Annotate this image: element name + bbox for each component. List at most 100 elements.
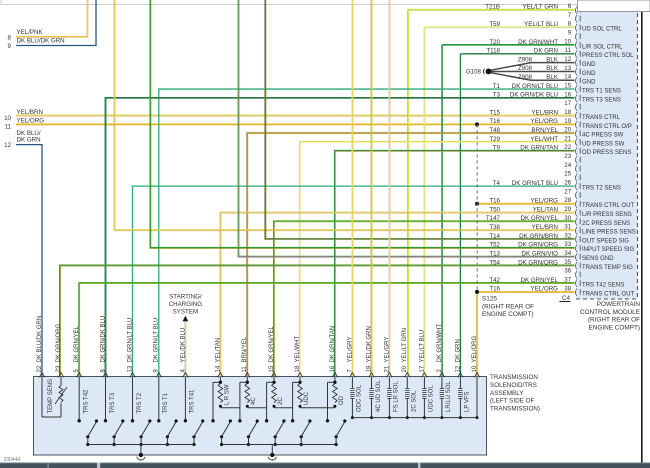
svg-text:TRS T41: TRS T41 [190,389,196,414]
svg-text:22: 22 [564,144,571,151]
svg-text:T118: T118 [486,48,500,55]
svg-text:30: 30 [564,215,571,222]
svg-text:34: 34 [564,250,571,257]
svg-text:OUT SPEED SIG: OUT SPEED SIG [582,238,629,244]
svg-text:4C UD SOL: 4C UD SOL [376,380,382,412]
svg-text:(: ( [575,120,578,129]
svg-text:DK GRN/ORG: DK GRN/ORG [518,259,558,266]
svg-text:BRN/YEL: BRN/YEL [532,127,559,134]
svg-text:T16: T16 [489,286,500,293]
svg-text:T59: T59 [489,21,500,28]
svg-text:(: ( [575,252,578,261]
svg-text:27: 27 [564,188,571,195]
svg-text:9: 9 [568,30,572,37]
svg-text:YEL/GRY: YEL/GRY [347,337,353,363]
svg-text:L/R SOL CTRL: L/R SOL CTRL [582,44,623,50]
svg-text:10: 10 [472,365,478,372]
svg-text:19: 19 [366,365,372,372]
svg-text:BLK: BLK [546,65,559,72]
svg-text:DK GRN/LT BLU: DK GRN/LT BLU [512,180,558,187]
svg-text:YEL/BRN: YEL/BRN [532,109,558,116]
svg-text:10: 10 [4,115,11,122]
svg-text:FS LR SOL: FS LR SOL [394,381,400,412]
svg-text:16: 16 [330,365,336,372]
svg-text:35: 35 [564,259,571,266]
svg-text:7: 7 [568,12,572,19]
svg-text:21: 21 [564,135,571,142]
svg-text:T16: T16 [489,118,500,125]
svg-text:TRS T42: TRS T42 [84,389,90,414]
svg-text:DK GRN/TAN: DK GRN/TAN [330,326,336,363]
svg-text:DK GRN/ORG: DK GRN/ORG [518,242,558,249]
svg-text:(: ( [575,261,578,270]
svg-text:DK BLU/DK GRN: DK BLU/DK GRN [37,316,43,363]
svg-text:SOLENOID/TRS: SOLENOID/TRS [490,382,537,389]
svg-text:ENGINE COMPT): ENGINE COMPT) [589,324,640,331]
svg-text:DK GRN/YEL: DK GRN/YEL [74,325,80,362]
svg-text:YEL/BRN: YEL/BRN [532,224,558,231]
svg-text:(: ( [575,14,578,23]
svg-text:(: ( [575,155,578,164]
svg-text:(: ( [575,23,578,32]
svg-text:(: ( [575,235,578,244]
svg-text:9: 9 [8,43,12,50]
svg-text:CONTROL MODULE: CONTROL MODULE [580,309,640,316]
svg-text:L R SW: L R SW [224,384,230,405]
svg-text:TRANS TEMP SIG: TRANS TEMP SIG [582,265,633,271]
svg-text:YEL/ORG: YEL/ORG [530,198,558,205]
svg-text:(: ( [575,49,578,58]
svg-text:2: 2 [437,369,443,373]
svg-text:(: ( [575,164,578,173]
svg-text:OD: OD [339,395,345,405]
svg-text:ASSEMBLY: ASSEMBLY [490,390,524,397]
svg-text:14: 14 [564,74,571,81]
svg-text:DK GRN/WHT: DK GRN/WHT [437,324,443,363]
svg-text:28: 28 [564,197,571,204]
svg-text:UD PRESS SW: UD PRESS SW [582,141,625,147]
svg-text:TEMP SENS: TEMP SENS [48,379,54,414]
svg-text:DK GRN: DK GRN [17,136,41,143]
svg-text:TRS T1 SENS: TRS T1 SENS [582,89,621,95]
svg-text:(: ( [575,32,578,41]
svg-text:YEL/LT GRN: YEL/LT GRN [402,328,408,362]
svg-text:(LEFT SIDE OF: (LEFT SIDE OF [490,398,534,405]
svg-text:TRS T3 SENS: TRS T3 SENS [582,97,621,103]
svg-text:DK GRN/DK BLU: DK GRN/DK BLU [510,92,558,99]
svg-text:20: 20 [402,365,408,372]
svg-text:TRANS CTRL OUT: TRANS CTRL OUT [582,291,634,297]
svg-text:8: 8 [8,35,12,42]
svg-text:8: 8 [100,369,106,373]
svg-text:(: ( [575,226,578,235]
svg-text:TRS T2 SENS: TRS T2 SENS [582,186,621,192]
svg-text:Z908: Z908 [518,65,533,72]
svg-text:T38: T38 [489,224,500,231]
svg-text:TRS T3: TRS T3 [110,392,116,413]
svg-text:YEL/WHT: YEL/WHT [295,335,301,362]
svg-text:(: ( [575,67,578,76]
svg-text:(: ( [575,58,578,67]
svg-text:33: 33 [564,241,571,248]
svg-text:(: ( [575,129,578,138]
svg-text:(: ( [575,279,578,288]
svg-text:2C: 2C [278,397,284,405]
svg-text:4C PRESS SW: 4C PRESS SW [582,133,624,139]
svg-text:8: 8 [568,21,572,28]
svg-text:17: 17 [564,100,571,107]
svg-text:(: ( [575,5,578,14]
svg-text:T54: T54 [489,259,500,266]
svg-text:YEL/ORG: YEL/ORG [472,335,478,362]
svg-text:11: 11 [242,366,248,373]
svg-text:23: 23 [564,153,571,160]
svg-text:BRN/YEL: BRN/YEL [242,336,248,362]
svg-text:37: 37 [564,277,571,284]
svg-text:4C: 4C [251,397,257,405]
svg-text:LP VFS: LP VFS [465,391,471,412]
svg-text:(: ( [575,146,578,155]
svg-text:GND: GND [582,62,596,68]
svg-text:T42: T42 [489,277,500,284]
svg-text:BLK: BLK [546,56,559,63]
svg-text:T147: T147 [486,215,501,222]
svg-text:2C PRESS SENS: 2C PRESS SENS [582,221,630,227]
svg-text:25: 25 [564,171,571,178]
svg-text:DK GRN/ORG: DK GRN/ORG [56,323,62,362]
